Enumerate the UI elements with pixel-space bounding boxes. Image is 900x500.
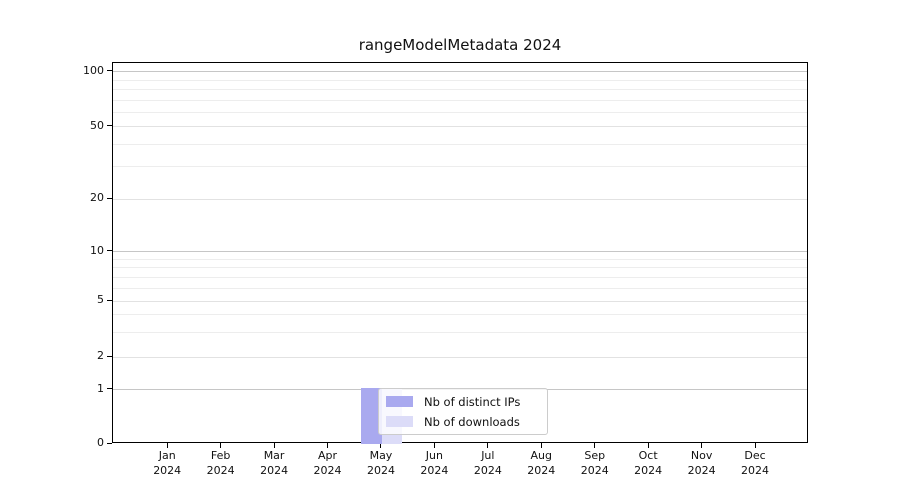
x-axis-tick-label: Apr 2024 (296, 449, 360, 478)
x-axis-month-label: Jul (481, 449, 495, 462)
y-axis-tick-mark (107, 250, 112, 252)
y-axis-tick-label: 5 (97, 293, 104, 306)
x-axis-tick-label: Jul 2024 (456, 449, 520, 478)
gridline (113, 126, 807, 127)
x-axis-month-label: Sep (584, 449, 606, 462)
x-axis-tick-mark (487, 443, 489, 448)
x-axis-month-label: Dec (744, 449, 766, 462)
x-axis-tick-label: Nov 2024 (670, 449, 734, 478)
x-axis-tick-mark (273, 443, 275, 448)
y-axis-tick-mark (107, 442, 112, 444)
x-axis-tick-label: Aug 2024 (509, 449, 573, 478)
y-axis-tick-label: 100 (83, 63, 104, 77)
legend-entry: Nb of distinct IPs (386, 395, 539, 409)
y-axis-tick-mark (107, 70, 112, 72)
x-axis-tick-mark (380, 443, 382, 448)
x-axis-tick-mark (433, 443, 435, 448)
x-axis-tick-label: Oct 2024 (616, 449, 680, 478)
gridline-minor (113, 287, 807, 289)
gridline-minor (113, 276, 807, 278)
y-axis-tick-mark (107, 299, 112, 301)
gridline (113, 251, 807, 253)
y-axis-tick-mark (107, 355, 112, 357)
y-axis-tick-label: 20 (90, 191, 104, 205)
x-axis-year-label: 2024 (153, 463, 182, 477)
x-axis-month-label: Nov (690, 449, 713, 462)
gridline-minor (113, 89, 807, 91)
y-axis-tick-mark (107, 125, 112, 126)
chart-title: rangeModelMetadata 2024 (358, 36, 562, 54)
x-axis-tick-mark (754, 443, 756, 448)
y-axis-tick-mark (107, 388, 112, 390)
gridline-minor (113, 79, 807, 81)
y-axis-tick-label: 50 (90, 118, 104, 132)
x-axis-year-label: 2024 (206, 463, 235, 477)
x-axis-tick-label: Jan 2024 (135, 449, 199, 478)
x-axis-year-label: 2024 (313, 463, 342, 477)
gridline (113, 198, 807, 200)
x-axis-tick-mark (540, 443, 542, 448)
gridline-minor (113, 143, 807, 145)
x-axis-month-label: Oct (638, 449, 658, 462)
x-axis-month-label: Aug (530, 449, 552, 462)
x-axis-tick-label: Dec 2024 (723, 449, 787, 478)
y-axis-tick-label: 2 (97, 349, 104, 363)
x-axis-tick-mark (701, 443, 703, 448)
x-axis-tick-label: Sep 2024 (563, 449, 627, 478)
x-axis-month-label: Jan (158, 449, 176, 462)
y-axis-tick-mark (107, 197, 112, 199)
x-axis-tick-label: May 2024 (349, 449, 413, 478)
legend-entry-label: Nb of downloads (424, 414, 520, 429)
x-axis-month-label: Mar (263, 449, 285, 462)
gridline (113, 300, 807, 302)
plot-area: Nb of distinct IPs Nb of downloads (112, 62, 808, 444)
gridline-minor (113, 331, 807, 333)
bar-distinct-ips (361, 388, 382, 444)
x-axis-month-label: Apr (318, 449, 338, 462)
x-axis-year-label: 2024 (473, 463, 502, 477)
x-axis-tick-mark (594, 443, 596, 448)
x-axis-tick-label: Mar 2024 (242, 449, 306, 478)
gridline (113, 356, 807, 358)
x-axis-year-label: 2024 (527, 463, 556, 477)
legend-swatch (386, 416, 413, 427)
legend-entry-label: Nb of distinct IPs (424, 394, 521, 409)
gridline (113, 71, 807, 73)
gridline-minor (113, 99, 807, 101)
y-axis-tick-label: 0 (97, 436, 104, 449)
x-axis-year-label: 2024 (687, 463, 716, 477)
x-axis-tick-mark (327, 443, 329, 448)
gridline-minor (113, 258, 807, 260)
x-axis-tick-mark (220, 443, 222, 448)
y-axis-tick-label: 10 (90, 243, 104, 257)
x-axis-tick-mark (166, 443, 168, 448)
x-axis-month-label: Feb (210, 449, 231, 462)
x-axis-month-label: Jun (425, 449, 443, 462)
y-axis-tick-label: 1 (97, 381, 104, 395)
x-axis-year-label: 2024 (260, 463, 289, 477)
x-axis-year-label: 2024 (580, 463, 609, 477)
legend: Nb of distinct IPs Nb of downloads (378, 388, 548, 435)
legend-entry: Nb of downloads (386, 415, 539, 429)
legend-swatch (386, 396, 413, 407)
x-axis-month-label: May (369, 449, 393, 462)
gridline-minor (113, 314, 807, 316)
gridline-minor (113, 111, 807, 113)
x-axis-year-label: 2024 (741, 463, 770, 477)
x-axis-tick-label: Jun 2024 (402, 449, 466, 478)
x-axis-year-label: 2024 (420, 463, 449, 477)
x-axis-year-label: 2024 (634, 463, 663, 477)
gridline-minor (113, 166, 807, 168)
x-axis-year-label: 2024 (366, 463, 395, 477)
x-axis-tick-label: Feb 2024 (189, 449, 253, 478)
gridline-minor (113, 267, 807, 269)
x-axis-tick-mark (647, 443, 649, 448)
